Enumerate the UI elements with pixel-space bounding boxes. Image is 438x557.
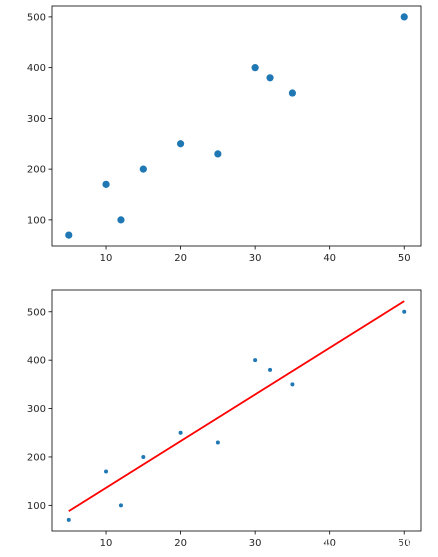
data-point xyxy=(290,382,295,387)
y-tick-label: 300 xyxy=(27,404,46,415)
x-tick-label: 10 xyxy=(100,253,113,264)
y-tick-label: 100 xyxy=(27,215,46,226)
data-point xyxy=(400,13,408,21)
axes-frame xyxy=(51,5,422,247)
data-point xyxy=(266,74,274,82)
data-point xyxy=(214,150,222,158)
x-tick-label: 40 xyxy=(323,538,336,549)
y-tick-label: 100 xyxy=(27,501,46,512)
y-tick-label: 200 xyxy=(27,452,46,463)
x-tick-label: 30 xyxy=(249,538,262,549)
x-tick-label: 20 xyxy=(174,253,187,264)
bottom-scatter-regression-chart: 10 20 30 40 50 100 200 300 400 500 xyxy=(27,289,422,549)
data-point xyxy=(104,469,109,474)
data-point xyxy=(215,440,220,445)
data-point xyxy=(102,180,110,188)
y-tick-label: 300 xyxy=(27,114,46,125)
data-point xyxy=(66,517,71,522)
csdn-watermark: CSDN @bug智造 xyxy=(324,536,432,551)
data-point xyxy=(251,64,259,72)
x-tick-label: 30 xyxy=(249,253,262,264)
data-point xyxy=(176,140,185,148)
x-tick-label: 40 xyxy=(323,253,336,264)
top-scatter-chart: 10 20 30 40 50 100 200 300 400 500 xyxy=(27,5,422,264)
data-point xyxy=(288,89,297,97)
y-tick-label: 500 xyxy=(27,307,46,318)
y-tick-label: 500 xyxy=(27,12,46,23)
data-point xyxy=(268,367,273,372)
y-tick-label: 200 xyxy=(27,165,46,176)
axes-frame xyxy=(51,289,422,532)
data-point xyxy=(117,216,125,224)
x-tick-label: 20 xyxy=(174,538,187,549)
data-point xyxy=(118,503,123,508)
data-point xyxy=(178,430,183,435)
data-point xyxy=(402,309,407,314)
data-point xyxy=(141,454,146,459)
data-point xyxy=(253,358,258,363)
x-tick-label: 10 xyxy=(100,538,113,549)
x-tick-label: 50 xyxy=(398,253,411,264)
x-tick-label: 50 xyxy=(398,538,411,549)
data-point xyxy=(139,165,147,173)
regression-line xyxy=(68,300,405,512)
data-point xyxy=(65,231,73,239)
y-tick-label: 400 xyxy=(27,63,46,74)
y-tick-label: 400 xyxy=(27,356,46,367)
